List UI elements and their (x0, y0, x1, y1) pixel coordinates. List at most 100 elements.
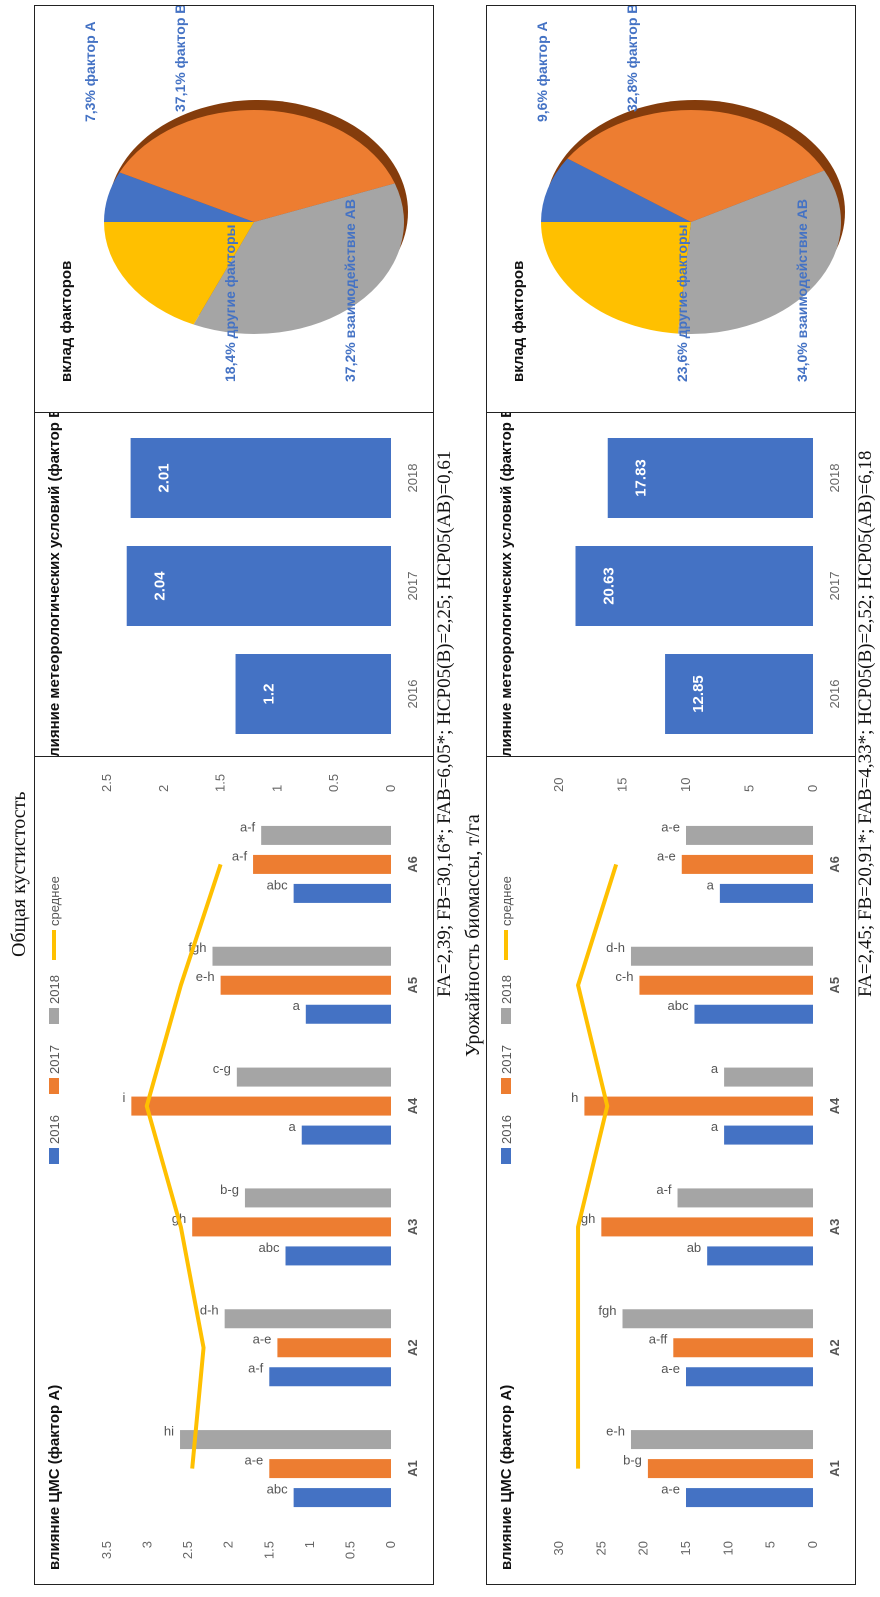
y-tick-label: 3 (140, 1541, 155, 1548)
bar-2016 (686, 1367, 813, 1387)
y-tick-label: 2.5 (180, 1541, 195, 1559)
significance-label: a (711, 1061, 719, 1076)
slice-label: 23,6% другие факторы (674, 224, 690, 382)
slice-label: 34,0% взаимодействие АВ (794, 199, 810, 382)
y-tick-label: 20 (636, 1541, 651, 1555)
significance-label: hi (164, 1424, 174, 1439)
significance-label: a-f (248, 1361, 264, 1376)
legend-swatch (49, 1008, 59, 1024)
bar-2017 (673, 1338, 813, 1358)
y2-tick-label: 2 (156, 785, 171, 792)
legend-label: 2018 (47, 975, 62, 1004)
chart-cms-biomass: влияние ЦМС (фактор А) 2016 2017 2018 средне… (486, 755, 856, 1585)
bar-2018 (686, 825, 813, 845)
slice-label: 9,6% фактор А (534, 21, 550, 122)
x-tick-label: A5 (405, 977, 420, 994)
x-tick-label: A6 (405, 856, 420, 873)
slice-label: 18,4% другие факторы (222, 224, 238, 382)
y-tick-label: 25 (593, 1541, 608, 1555)
value-label: 20.63 (601, 567, 618, 605)
x-tick-label: 2018 (405, 464, 420, 493)
y2-tick-label: 0.5 (326, 774, 341, 792)
chart-title: влияние ЦМС (фактор А) (46, 1385, 63, 1570)
x-tick-label: A1 (827, 1460, 842, 1477)
significance-label: gh (581, 1211, 595, 1226)
bar-2016 (694, 1004, 813, 1024)
significance-label: c-g (213, 1061, 231, 1076)
y-tick-label: 15 (678, 1541, 693, 1555)
pie-slice (193, 183, 404, 334)
pie-slice (104, 172, 254, 222)
legend-label: среднее (47, 876, 62, 926)
legend-label: 2016 (47, 1115, 62, 1144)
significance-label: i (122, 1090, 125, 1105)
bar-2017 (601, 1217, 814, 1237)
chart-pie-tillering: вклад факторов 7,3% фактор А 37,1% фактор … (34, 4, 434, 413)
mean-line (576, 863, 619, 1469)
bar-2018 (180, 1430, 391, 1450)
value-label: 2.01 (156, 463, 173, 492)
significance-label: a-e (661, 1361, 680, 1376)
y-tick-label: 0 (383, 1541, 398, 1548)
significance-label: a-f (656, 1182, 672, 1197)
bar-2016 (285, 1246, 391, 1266)
significance-label: a-ff (649, 1332, 668, 1347)
bar-2016 (269, 1367, 392, 1387)
value-label: 12.85 (690, 675, 707, 713)
pie-slice (541, 158, 691, 222)
y-tick-label: 1 (302, 1541, 317, 1548)
bar-2018 (630, 946, 813, 966)
bar-2017 (220, 975, 391, 995)
y-tick-label: 1.5 (261, 1541, 276, 1559)
value-label: 1.2 (261, 684, 278, 705)
significance-label: c-h (615, 969, 633, 984)
y2-tick-label: 2.5 (99, 774, 114, 792)
bar-2016 (293, 883, 391, 903)
significance-label: a-e (244, 1453, 263, 1468)
significance-label: a (293, 998, 301, 1013)
significance-label: e-h (196, 969, 215, 984)
bar-2018 (244, 1188, 391, 1208)
legend-label: 2017 (47, 1045, 62, 1074)
pie-slice (567, 110, 825, 222)
significance-label: ab (687, 1240, 701, 1255)
slice-label: 37,2% взаимодействие АВ (342, 199, 358, 382)
significance-label: b-g (623, 1453, 642, 1468)
y2-tick-label: 15 (615, 778, 630, 792)
bar-2016 (305, 1004, 391, 1024)
legend-label: среднее (499, 876, 514, 926)
bar-2017 (584, 1096, 814, 1116)
section1-footnote: FA=2,39; FB=30,16*; FAB=6,05*; НСР05(B)=… (434, 450, 455, 997)
x-tick-label: A4 (827, 1097, 842, 1114)
bar-2017 (277, 1338, 391, 1358)
bar-2017 (647, 1459, 813, 1479)
y-tick-label: 0.5 (342, 1541, 357, 1559)
significance-label: a-e (661, 1482, 680, 1497)
significance-label: abc (267, 877, 288, 892)
y-tick-label: 2 (221, 1541, 236, 1548)
value-label: 2.04 (152, 571, 169, 601)
significance-label: b-g (220, 1182, 239, 1197)
y-tick-label: 5 (763, 1541, 778, 1548)
bar-2017 (575, 546, 813, 626)
bar-2017 (639, 975, 813, 995)
chart-cms-tillering: влияние ЦМС (фактор А) 2016 2017 2018 средне… (34, 755, 434, 1585)
bar-2017 (126, 546, 391, 626)
significance-label: abc (267, 1482, 288, 1497)
significance-label: a-f (240, 819, 256, 834)
section2-title: Урожайность биомассы, т/га (462, 814, 484, 1057)
legend-swatch (501, 1078, 511, 1094)
significance-label: a-f (232, 848, 248, 863)
x-tick-label: 2018 (827, 464, 842, 493)
x-tick-label: A1 (405, 1460, 420, 1477)
bar-2018 (212, 946, 391, 966)
bar-2018 (622, 1309, 813, 1329)
value-label: 17.83 (633, 459, 650, 497)
y2-tick-label: 0 (805, 785, 820, 792)
significance-label: a (707, 877, 715, 892)
bar-2016 (724, 1125, 814, 1145)
pie-slice (541, 222, 691, 334)
bar-2018 (130, 438, 392, 518)
bar-2018 (261, 825, 391, 845)
bar-2018 (607, 438, 814, 518)
